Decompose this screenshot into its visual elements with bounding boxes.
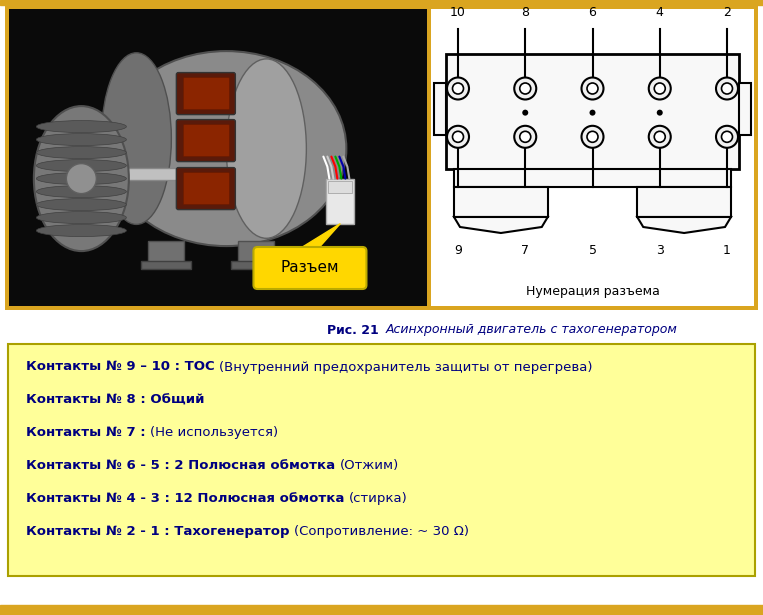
FancyBboxPatch shape [253,247,366,289]
Text: (Отжим): (Отжим) [340,459,399,472]
Text: (Внутренний предохранитель защиты от перегрева): (Внутренний предохранитель защиты от пер… [219,360,593,373]
Ellipse shape [37,212,127,224]
Text: Контакты № 2 - 1 : Тахогенератор: Контакты № 2 - 1 : Тахогенератор [26,525,294,538]
Bar [434,83,446,135]
Bar [431,9,754,306]
FancyBboxPatch shape [183,125,230,157]
Ellipse shape [37,159,127,172]
Text: 2: 2 [723,6,731,19]
Bar [96,168,196,180]
Bar [8,344,755,576]
Text: Нумерация разъема: Нумерация разъема [526,285,659,298]
Bar [328,181,353,192]
Circle shape [649,126,671,148]
Bar [739,83,751,135]
Ellipse shape [37,186,127,197]
Ellipse shape [34,106,129,251]
Text: Асинхронный двигатель с тахогенератором: Асинхронный двигатель с тахогенератором [386,323,678,336]
Text: 5: 5 [588,244,597,257]
Circle shape [722,131,732,142]
Circle shape [452,131,463,142]
Text: 8: 8 [521,6,530,19]
Circle shape [657,109,663,116]
Circle shape [452,83,463,94]
Circle shape [447,126,469,148]
Circle shape [514,126,536,148]
Circle shape [581,77,604,100]
Ellipse shape [37,121,127,133]
Bar [148,240,185,266]
Text: 7: 7 [521,244,530,257]
Text: (Сопротивление: ~ 30 Ω): (Сопротивление: ~ 30 Ω) [294,525,469,538]
Bar [0,0,763,5]
Circle shape [590,109,595,116]
Circle shape [520,131,531,142]
Ellipse shape [227,59,307,238]
Circle shape [514,77,536,100]
Ellipse shape [101,53,172,224]
Circle shape [654,83,665,94]
Text: Контакты № 9 – 10 : ТОС: Контакты № 9 – 10 : ТОС [26,360,219,373]
Text: Контакты № 7 :: Контакты № 7 : [26,426,150,439]
Circle shape [581,126,604,148]
Polygon shape [296,224,340,251]
Bar [9,9,427,306]
Bar [5,5,758,310]
Text: 1: 1 [723,244,731,257]
Circle shape [722,83,732,94]
Text: Контакты № 8 : Общий: Контакты № 8 : Общий [26,394,204,407]
Bar [454,187,548,217]
Text: 4: 4 [656,6,664,19]
Polygon shape [637,217,731,233]
Circle shape [522,109,528,116]
FancyBboxPatch shape [183,77,230,109]
FancyBboxPatch shape [176,119,235,162]
Ellipse shape [66,164,96,194]
Text: 3: 3 [656,244,664,257]
FancyBboxPatch shape [176,168,235,210]
Bar [238,240,275,266]
Text: Рис. 21: Рис. 21 [327,323,383,336]
Bar [446,54,739,169]
Circle shape [447,77,469,100]
Text: 9: 9 [454,244,462,257]
Bar [0,605,763,615]
Bar [327,178,354,224]
FancyBboxPatch shape [176,73,235,114]
Circle shape [716,77,738,100]
FancyBboxPatch shape [183,173,230,205]
Text: 10: 10 [450,6,466,19]
Circle shape [716,126,738,148]
Circle shape [587,131,598,142]
Ellipse shape [37,133,127,146]
Ellipse shape [37,199,127,210]
Text: 6: 6 [588,6,597,19]
Bar [231,261,282,269]
Circle shape [654,131,665,142]
Text: Контакты № 4 - 3 : 12 Полюсная обмотка: Контакты № 4 - 3 : 12 Полюсная обмотка [26,492,349,505]
Ellipse shape [37,173,127,184]
Text: (стирка): (стирка) [349,492,407,505]
Ellipse shape [106,51,346,246]
Text: Разъем: Разъем [281,261,340,276]
Ellipse shape [37,146,127,159]
Bar [141,261,192,269]
Ellipse shape [37,224,127,237]
Text: (Не используется): (Не используется) [150,426,278,439]
Bar [637,187,731,217]
Circle shape [520,83,531,94]
Text: Контакты № 6 - 5 : 2 Полюсная обмотка: Контакты № 6 - 5 : 2 Полюсная обмотка [26,459,340,472]
Circle shape [587,83,598,94]
Circle shape [649,77,671,100]
Polygon shape [454,217,548,233]
Bar [454,169,731,187]
